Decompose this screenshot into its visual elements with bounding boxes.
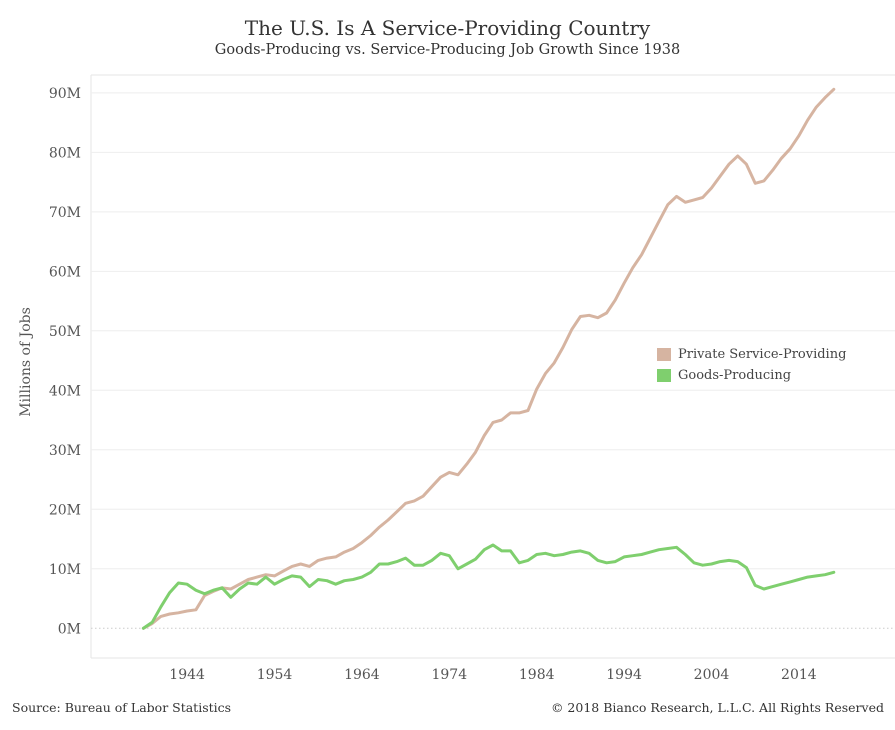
legend-item-goods: Goods-Producing: [657, 365, 846, 386]
x-tick-label: 1974: [431, 667, 467, 683]
y-tick-label: 80M: [49, 145, 81, 161]
x-tick-label: 1964: [344, 667, 380, 683]
copyright-note: © 2018 Bianco Research, L.L.C. All Right…: [550, 700, 884, 715]
chart-title: The U.S. Is A Service-Providing Country: [244, 16, 651, 40]
legend-swatch-service: [657, 348, 671, 361]
y-tick-label: 70M: [49, 205, 81, 221]
x-tick-label: 2014: [781, 667, 817, 683]
x-tick-label: 2004: [694, 667, 730, 683]
x-axis-ticks: 1944 1954 1964 1974 1984 1994 2004 2014: [169, 667, 816, 683]
legend: Private Service-Providing Goods-Producin…: [657, 344, 846, 386]
y-axis-ticks: 0M 10M 20M 30M 40M 50M 60M 70M 80M 90M: [49, 86, 81, 637]
y-tick-label: 30M: [49, 443, 81, 459]
y-tick-label: 40M: [49, 383, 81, 399]
legend-label-goods: Goods-Producing: [678, 368, 792, 383]
series-line-goods: [141, 543, 836, 630]
x-tick-label: 1994: [606, 667, 642, 683]
x-tick-label: 1944: [169, 667, 205, 683]
y-tick-label: 50M: [49, 324, 81, 340]
y-tick-label: 0M: [58, 621, 81, 637]
series-line-service: [141, 87, 836, 630]
chart-subtitle: Goods-Producing vs. Service-Producing Jo…: [214, 42, 681, 58]
grid-lines: [91, 92, 895, 629]
x-tick-label: 1954: [257, 667, 293, 683]
legend-item-service: Private Service-Providing: [657, 344, 846, 365]
source-note: Source: Bureau of Labor Statistics: [12, 700, 232, 715]
y-tick-label: 90M: [49, 86, 81, 102]
y-axis-label: Millions of Jobs: [18, 307, 34, 417]
series-lines: [141, 87, 836, 630]
legend-label-service: Private Service-Providing: [678, 347, 847, 362]
x-tick-label: 1984: [519, 667, 555, 683]
y-tick-label: 10M: [49, 562, 81, 578]
y-tick-label: 20M: [49, 502, 81, 518]
legend-swatch-goods: [657, 369, 671, 382]
y-tick-label: 60M: [49, 264, 81, 280]
